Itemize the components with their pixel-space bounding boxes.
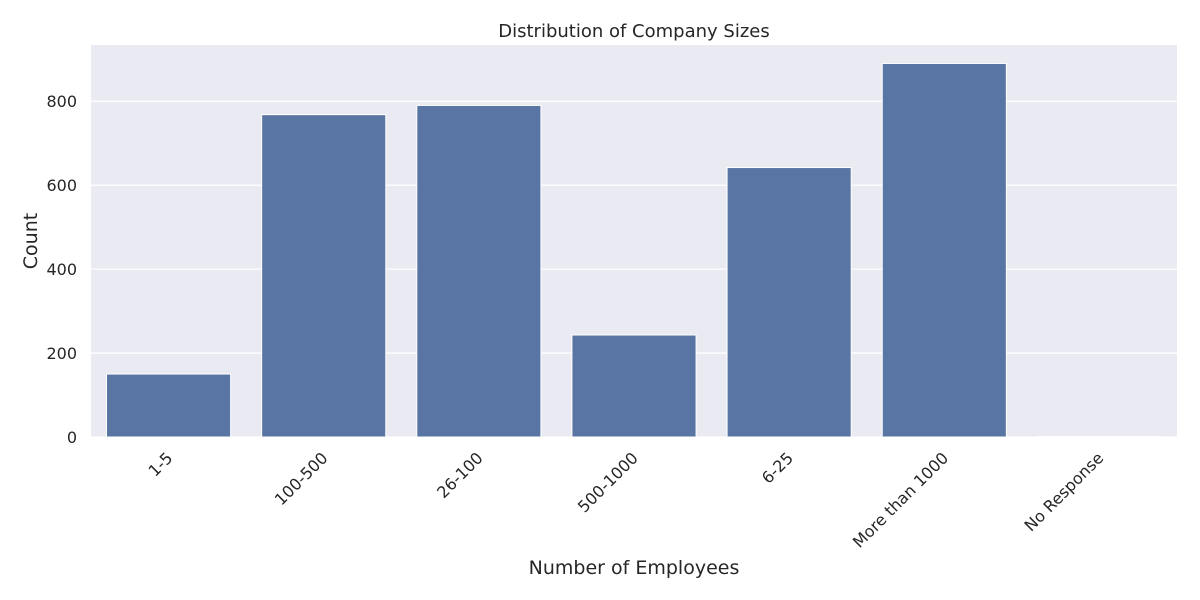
y-tick-label: 600 bbox=[46, 176, 77, 195]
bar bbox=[261, 114, 387, 438]
x-tick-label: 6-25 bbox=[758, 448, 797, 487]
x-tick-label: More than 1000 bbox=[849, 448, 952, 551]
chart-title: Distribution of Company Sizes bbox=[498, 21, 770, 42]
x-tick-label: No Response bbox=[1021, 448, 1108, 535]
y-tick-label: 0 bbox=[67, 428, 77, 447]
bar bbox=[571, 334, 697, 438]
y-tick-label: 800 bbox=[46, 92, 77, 111]
y-tick-label: 400 bbox=[46, 260, 77, 279]
x-tick-label: 100-500 bbox=[271, 448, 332, 509]
x-axis-label: Number of Employees bbox=[529, 557, 740, 579]
bar bbox=[416, 104, 542, 438]
x-tick-label: 1-5 bbox=[144, 448, 176, 480]
bar bbox=[726, 167, 852, 438]
bars bbox=[106, 62, 1162, 438]
bar bbox=[106, 373, 232, 438]
bar bbox=[881, 62, 1007, 438]
x-tick-label: 26-100 bbox=[433, 448, 487, 502]
y-axis-label: Count bbox=[20, 213, 42, 269]
x-tick-labels: 1-5 100-500 26-100 500-1000 6-25 More than 10… bbox=[144, 448, 1107, 551]
x-tick-label: 500-1000 bbox=[574, 448, 642, 516]
y-tick-labels: 0 200 400 600 800 bbox=[46, 92, 77, 447]
y-tick-label: 200 bbox=[46, 344, 77, 363]
